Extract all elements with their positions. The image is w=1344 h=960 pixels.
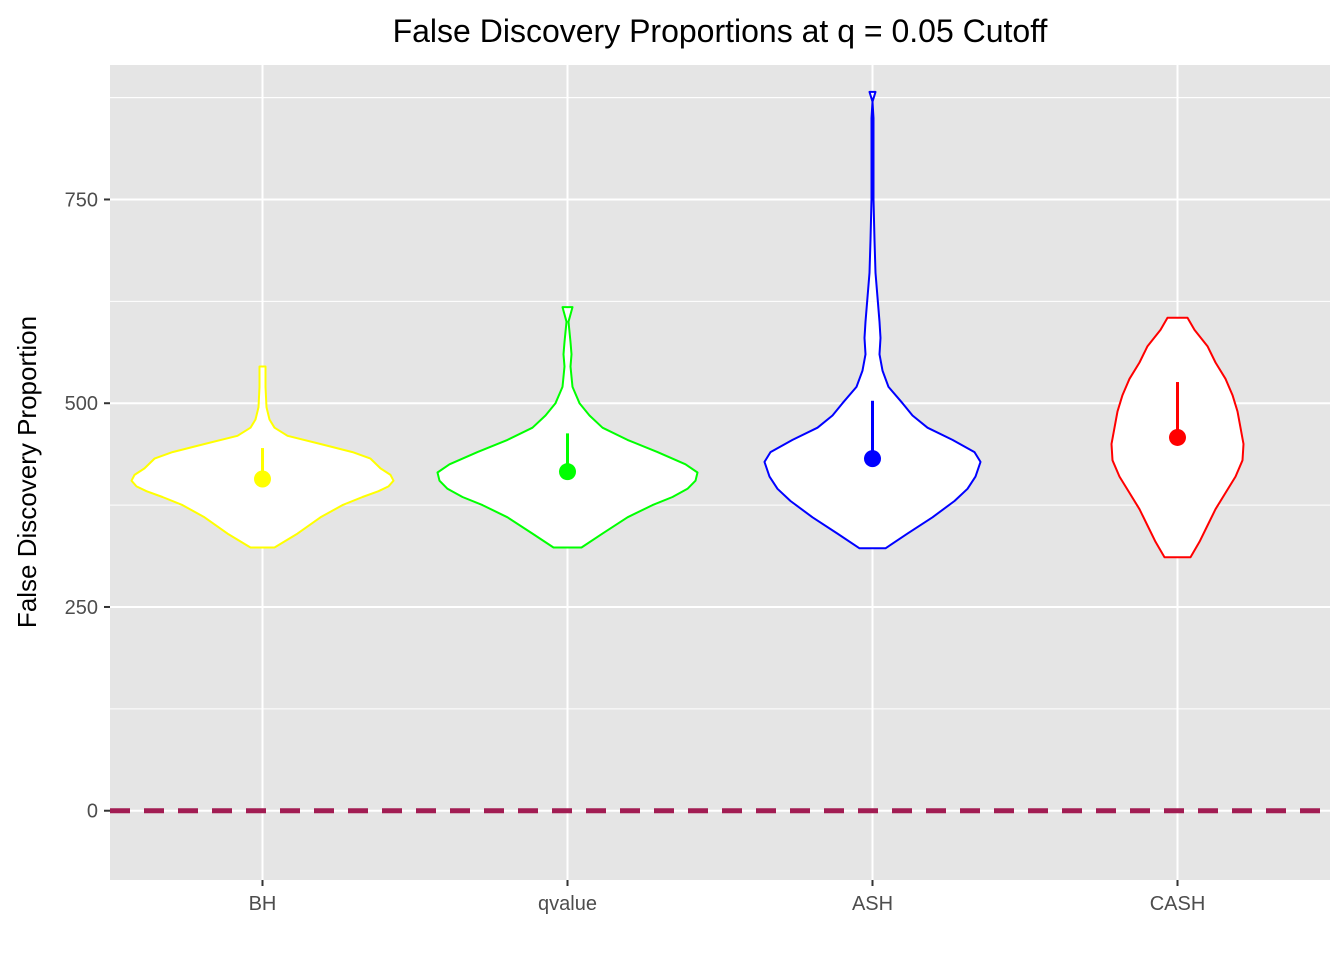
mean-point-cash: [1169, 428, 1186, 446]
violin-group-bh: [130, 365, 395, 549]
x-axis: BH qvalue ASH CASH: [249, 880, 1206, 915]
x-tick-label: BH: [249, 893, 277, 915]
x-tick-label: qvalue: [538, 893, 597, 915]
x-tick-label: CASH: [1150, 893, 1206, 915]
mean-point-ash: [864, 450, 881, 468]
x-tick-label: ASH: [852, 893, 893, 915]
chart-title: False Discovery Proportions at q = 0.05 …: [393, 13, 1048, 49]
y-tick-label: 500: [65, 393, 98, 415]
violin-group-ash: [763, 90, 982, 550]
violin-qvalue: [436, 306, 699, 549]
y-axis: 0 250 500 750: [65, 189, 110, 823]
violin-group-cash: [1110, 316, 1245, 559]
y-tick-label: 0: [87, 801, 98, 823]
violin-group-qvalue: [436, 306, 699, 549]
y-tick-label: 750: [65, 189, 98, 211]
y-tick-label: 250: [65, 597, 98, 619]
violin-ash: [763, 90, 982, 550]
violins: [130, 90, 1245, 559]
mean-point-qvalue: [559, 463, 576, 481]
y-axis-title: False Discovery Proportion: [12, 316, 42, 628]
mean-point-bh: [254, 470, 271, 488]
